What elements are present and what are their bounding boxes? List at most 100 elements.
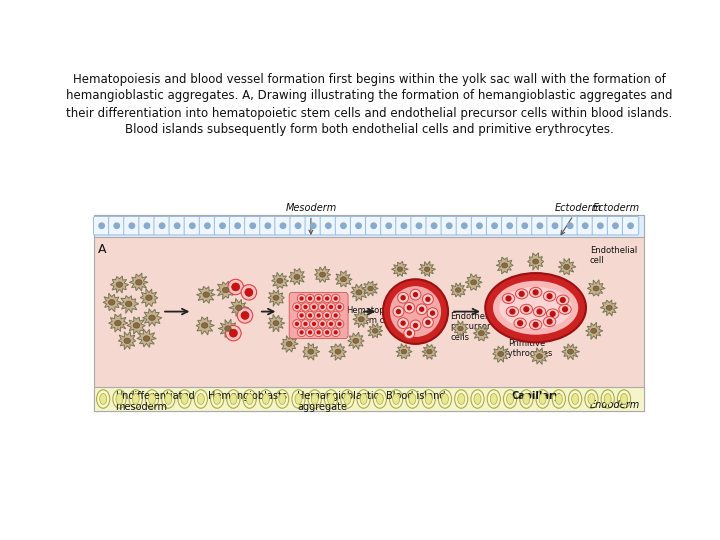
Circle shape <box>315 311 323 320</box>
Ellipse shape <box>621 394 627 404</box>
Ellipse shape <box>235 305 242 310</box>
Circle shape <box>533 322 539 328</box>
Ellipse shape <box>567 349 574 354</box>
Polygon shape <box>217 281 235 299</box>
Ellipse shape <box>356 290 362 295</box>
Circle shape <box>383 279 448 344</box>
FancyBboxPatch shape <box>245 217 261 235</box>
Circle shape <box>430 310 436 316</box>
FancyBboxPatch shape <box>472 217 487 235</box>
FancyBboxPatch shape <box>260 217 276 235</box>
Circle shape <box>582 223 588 228</box>
Ellipse shape <box>534 307 546 316</box>
Circle shape <box>308 296 312 301</box>
Ellipse shape <box>493 281 578 335</box>
Circle shape <box>446 223 452 228</box>
Ellipse shape <box>353 338 359 343</box>
Ellipse shape <box>559 304 571 314</box>
Circle shape <box>327 303 336 311</box>
Ellipse shape <box>292 390 305 408</box>
Polygon shape <box>367 323 383 338</box>
Ellipse shape <box>230 394 237 404</box>
Polygon shape <box>531 348 548 364</box>
Circle shape <box>613 223 618 228</box>
Circle shape <box>423 294 433 305</box>
Circle shape <box>310 320 318 328</box>
Circle shape <box>507 223 513 228</box>
FancyBboxPatch shape <box>366 217 382 235</box>
FancyBboxPatch shape <box>230 217 246 235</box>
Circle shape <box>325 330 329 335</box>
Text: Endothelial
precursor
cells: Endothelial precursor cells <box>451 312 498 342</box>
Ellipse shape <box>246 394 253 404</box>
FancyBboxPatch shape <box>351 217 366 235</box>
Text: Mesoderm: Mesoderm <box>285 202 336 234</box>
FancyBboxPatch shape <box>215 217 230 235</box>
Circle shape <box>331 328 340 336</box>
Circle shape <box>292 320 301 328</box>
Polygon shape <box>329 343 346 360</box>
Ellipse shape <box>357 390 370 408</box>
Ellipse shape <box>372 328 378 333</box>
Ellipse shape <box>520 304 533 314</box>
Ellipse shape <box>194 390 207 408</box>
FancyBboxPatch shape <box>336 217 351 235</box>
Ellipse shape <box>546 309 559 319</box>
Text: Hematopoiesis and blood vessel formation first begins within the yolk sac wall w: Hematopoiesis and blood vessel formation… <box>66 72 672 137</box>
Ellipse shape <box>564 265 570 269</box>
Polygon shape <box>143 309 162 327</box>
FancyBboxPatch shape <box>94 217 109 235</box>
Circle shape <box>413 292 418 298</box>
Text: Endoderm: Endoderm <box>590 400 640 410</box>
Polygon shape <box>351 284 368 301</box>
Circle shape <box>327 320 336 328</box>
Ellipse shape <box>478 330 485 336</box>
FancyBboxPatch shape <box>426 217 442 235</box>
FancyBboxPatch shape <box>487 217 503 235</box>
Circle shape <box>301 320 310 328</box>
Circle shape <box>317 313 321 318</box>
Circle shape <box>562 306 568 312</box>
Ellipse shape <box>401 349 407 354</box>
Circle shape <box>241 285 256 300</box>
Circle shape <box>250 223 256 228</box>
Ellipse shape <box>165 394 172 404</box>
Ellipse shape <box>311 394 318 404</box>
Text: Primitive
erythrocytes: Primitive erythrocytes <box>500 339 553 358</box>
Ellipse shape <box>145 295 152 300</box>
Ellipse shape <box>99 394 107 404</box>
Ellipse shape <box>335 349 341 354</box>
Polygon shape <box>496 257 513 274</box>
Polygon shape <box>281 336 298 353</box>
Ellipse shape <box>243 390 256 408</box>
Circle shape <box>303 322 307 326</box>
Ellipse shape <box>529 287 542 298</box>
Ellipse shape <box>360 394 367 404</box>
Ellipse shape <box>294 274 300 280</box>
Ellipse shape <box>368 286 374 291</box>
Ellipse shape <box>124 338 130 343</box>
Ellipse shape <box>286 341 292 347</box>
Circle shape <box>323 311 331 320</box>
Ellipse shape <box>197 394 204 404</box>
Circle shape <box>99 223 104 228</box>
Circle shape <box>315 328 323 336</box>
Ellipse shape <box>129 390 143 408</box>
Polygon shape <box>196 317 215 335</box>
Polygon shape <box>362 281 378 296</box>
Circle shape <box>310 303 318 311</box>
Ellipse shape <box>390 390 402 408</box>
Circle shape <box>390 286 441 337</box>
FancyBboxPatch shape <box>562 217 578 235</box>
Circle shape <box>265 223 271 228</box>
Circle shape <box>235 223 240 228</box>
Circle shape <box>306 294 315 303</box>
Circle shape <box>407 305 412 310</box>
Ellipse shape <box>593 286 599 291</box>
FancyBboxPatch shape <box>502 217 518 235</box>
Ellipse shape <box>503 294 515 303</box>
Circle shape <box>230 329 238 337</box>
Polygon shape <box>218 319 238 338</box>
Circle shape <box>317 296 321 301</box>
Text: Hemangioblastic
aggregate: Hemangioblastic aggregate <box>297 390 379 412</box>
